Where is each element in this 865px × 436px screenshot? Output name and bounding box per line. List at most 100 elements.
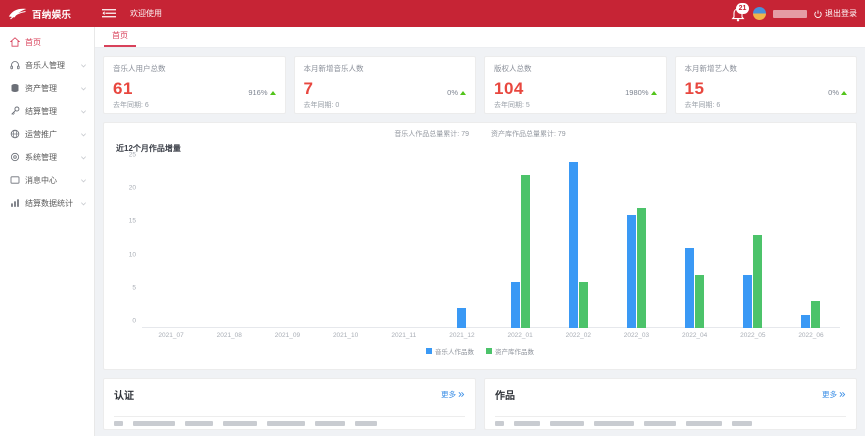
power-icon <box>814 9 822 18</box>
sidebar-item-message-center[interactable]: 消息中心 <box>0 169 94 191</box>
bar-音乐人作品数-2022_03[interactable] <box>626 215 636 328</box>
chart-x-axis-line <box>142 327 840 328</box>
y-axis-tick: 25 <box>128 151 136 159</box>
chart-x-axis: 2021_07 2021_08 2021_09 2021_10 2021_11 2021_… <box>142 332 840 346</box>
sidebar-item-asset-management[interactable]: 资产管理 <box>0 77 94 99</box>
card-delta-value: 916% <box>248 88 268 97</box>
legend-item[interactable]: 音乐人作品数 <box>426 346 474 356</box>
message-icon <box>9 175 20 186</box>
sidebar-item-label: 系统管理 <box>25 152 57 162</box>
sidebar-item-label: 运营推广 <box>25 129 57 139</box>
stat-card-total-copyright-holders: 版权人总数 104 1980% 去年同期: 5 <box>484 56 667 114</box>
header-right-zone: 21 退出登录 <box>730 2 865 23</box>
sidebar-item-operations-promotion[interactable]: 运营推广 <box>0 123 94 145</box>
panel-title: 作品 <box>495 391 515 402</box>
more-link[interactable]: 更多 <box>822 389 846 400</box>
card-value: 104 <box>494 79 524 98</box>
sidebar-item-home[interactable]: 首页 <box>0 31 94 53</box>
sidebar-item-label: 结算数据统计 <box>25 198 73 208</box>
stat-card-total-musician-users: 音乐人用户总数 61 916% 去年同期: 6 <box>103 56 286 114</box>
bar-资产库作品数-2022_03[interactable] <box>636 208 646 328</box>
more-link[interactable]: 更多 <box>441 389 465 400</box>
bar-group <box>607 162 665 328</box>
bar-音乐人作品数-2022_04[interactable] <box>685 248 695 328</box>
legend-label: 音乐人作品数 <box>435 349 474 356</box>
bar-group <box>375 162 433 328</box>
notification-button[interactable]: 21 <box>730 2 749 23</box>
legend-swatch <box>426 348 432 354</box>
total-asset-library-works: 资产库作品总量累计: 79 <box>491 131 566 138</box>
card-footer: 去年同期: 5 <box>494 102 530 109</box>
more-label: 更多 <box>822 390 837 399</box>
bar-group <box>491 162 549 328</box>
trend-up-icon <box>650 90 657 95</box>
y-axis-tick: 10 <box>128 251 136 259</box>
bar-资产库作品数-2022_05[interactable] <box>753 235 763 328</box>
logo-zone[interactable]: 百纳娱乐 <box>0 0 95 27</box>
bar-资产库作品数-2022_01[interactable] <box>520 175 530 328</box>
certification-panel: 认证 更多 <box>103 378 476 430</box>
column-header <box>315 420 345 426</box>
bar-group <box>433 162 491 328</box>
legend-label: 资产库作品数 <box>495 349 534 356</box>
sidebar-item-system-management[interactable]: 系统管理 <box>0 146 94 168</box>
tab-home[interactable]: 首页 <box>104 27 136 47</box>
sidebar-item-settlement-management[interactable]: 结算管理 <box>0 100 94 122</box>
column-header <box>594 420 634 426</box>
bottom-panel-row: 认证 更多 <box>103 378 857 430</box>
bar-资产库作品数-2022_02[interactable] <box>578 281 588 328</box>
sidebar-item-label: 资产管理 <box>25 83 57 93</box>
column-header <box>550 420 584 426</box>
chevron-down-icon <box>80 109 87 114</box>
table-header-row <box>114 416 465 429</box>
legend-item[interactable]: 资产库作品数 <box>486 346 534 356</box>
double-chevron-right-icon <box>839 392 846 397</box>
card-delta: 0% <box>447 88 466 100</box>
column-header <box>686 420 722 426</box>
sidebar: 首页 音乐人管理 资产管理 结算管理 <box>0 27 95 436</box>
bar-资产库作品数-2022_06[interactable] <box>811 301 821 328</box>
chart-plot-area: 0 5 10 15 20 25 2021_07 2021_08 2021_09 2021_10 2… <box>114 152 846 356</box>
panel-title: 认证 <box>114 391 134 402</box>
bar-group <box>724 162 782 328</box>
y-axis-tick: 0 <box>132 317 136 325</box>
card-delta-value: 0% <box>447 88 458 97</box>
trend-up-icon <box>269 90 276 95</box>
bar-音乐人作品数-2022_06[interactable] <box>801 314 811 328</box>
double-chevron-right-icon <box>458 392 465 397</box>
bar-group <box>666 162 724 328</box>
column-header <box>267 420 305 426</box>
main-content: 首页 音乐人用户总数 61 916% 去年同期: 6 <box>95 27 865 436</box>
headphone-icon <box>9 60 20 71</box>
tab-bar: 首页 <box>95 27 865 48</box>
more-label: 更多 <box>441 390 456 399</box>
chevron-down-icon <box>80 178 87 183</box>
stat-card-row: 音乐人用户总数 61 916% 去年同期: 6 本月新增音乐人数 7 <box>103 56 857 114</box>
logout-button[interactable]: 退出登录 <box>814 8 857 19</box>
column-header <box>355 420 377 426</box>
swallow-logo-icon <box>8 8 27 19</box>
scroll-area: 音乐人用户总数 61 916% 去年同期: 6 本月新增音乐人数 7 <box>95 48 865 430</box>
x-axis-tick: 2022_02 <box>565 332 591 339</box>
trend-up-icon <box>841 90 847 95</box>
card-delta-value: 0% <box>828 88 839 97</box>
sidebar-item-musician-management[interactable]: 音乐人管理 <box>0 54 94 76</box>
x-axis-tick: 2022_04 <box>681 332 708 339</box>
logout-label: 退出登录 <box>825 9 857 18</box>
bar-资产库作品数-2022_04[interactable] <box>695 274 705 328</box>
username-label <box>773 9 807 18</box>
x-axis-tick: 2022_03 <box>623 332 650 339</box>
bar-音乐人作品数-2022_05[interactable] <box>743 274 753 328</box>
sidebar-item-settlement-statistics[interactable]: 结算数据统计 <box>0 192 94 214</box>
bar-音乐人作品数-2021_12[interactable] <box>457 308 467 328</box>
table-header-row <box>495 416 846 429</box>
chart-totals: 音乐人作品总量累计: 79 资产库作品总量累计: 79 <box>104 129 856 139</box>
bar-音乐人作品数-2022_01[interactable] <box>510 281 520 328</box>
bar-chart-icon <box>9 198 20 209</box>
bar-音乐人作品数-2022_02[interactable] <box>568 162 578 328</box>
card-footer: 去年同期: 6 <box>113 102 149 109</box>
hamburger-icon[interactable] <box>102 8 116 19</box>
y-axis-tick: 20 <box>128 184 136 192</box>
gear-icon <box>9 152 20 163</box>
avatar[interactable] <box>753 7 766 20</box>
